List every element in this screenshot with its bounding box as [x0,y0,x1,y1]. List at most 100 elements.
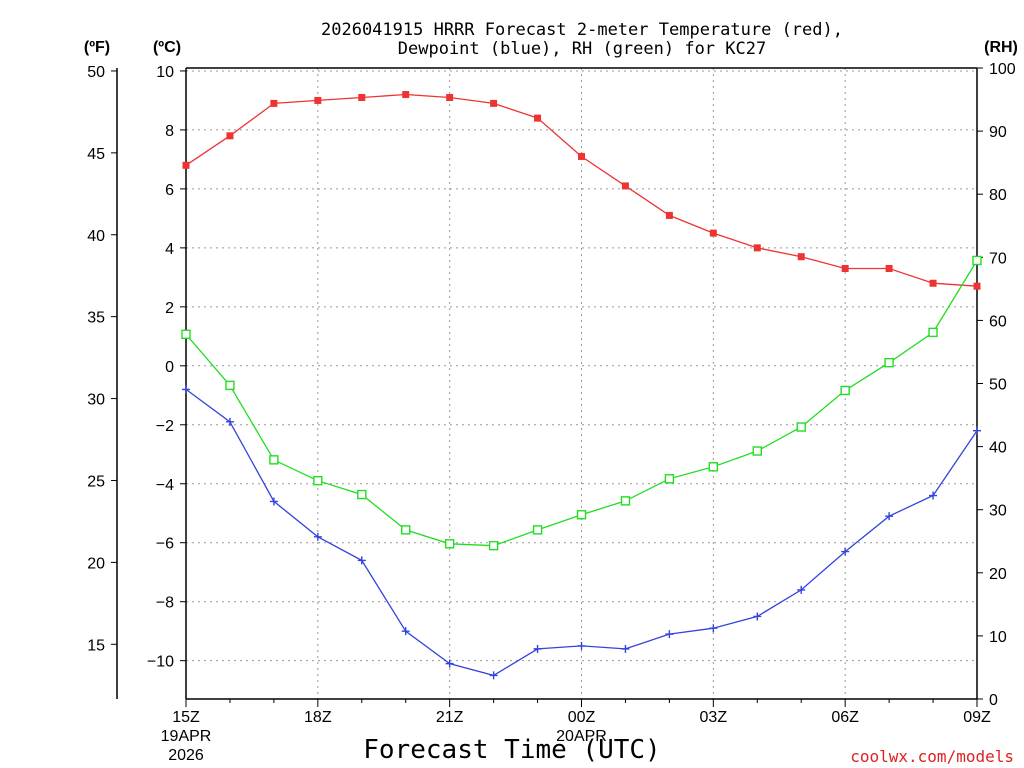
rh-point [620,496,631,506]
dewpoint-point [797,585,806,594]
temperature-point [665,211,673,219]
dewpoint-point [973,426,981,435]
temperature-point [534,114,542,122]
rh-tick-label: 60 [989,313,1007,330]
rh-point [752,446,762,456]
rh-tick-label: 50 [989,377,1007,394]
temperature-point [709,229,717,237]
rh-unit-label: (RH) [984,39,1018,56]
grid-lines [186,68,977,699]
chart-title-line-1: 2026041915 HRRR Forecast 2-meter Tempera… [321,20,843,40]
x-tick-label: 00Z [568,709,596,726]
fahrenheit-tick-label: 15 [87,637,105,654]
celsius-tick-label: 10 [156,64,174,81]
x-tick-label: 09Z [963,709,991,726]
celsius-tick-label: −4 [156,477,174,494]
rh-tick-label: 70 [989,250,1007,267]
celsius-tick-label: 6 [165,182,174,199]
rh-point [796,422,806,432]
temperature-point [885,265,893,273]
x-tick-year: 2026 [168,747,204,764]
dewpoint-point [929,491,938,500]
fahrenheit-unit-label: (ºF) [84,39,110,56]
temperature-point [797,253,805,261]
celsius-tick-label: 8 [165,123,174,140]
axes: 1086420−2−4−6−8−105045403530252015100908… [87,61,1016,764]
rh-point [444,539,455,549]
fahrenheit-tick-label: 20 [87,555,105,572]
x-tick-label: 06Z [831,709,859,726]
temperature-series [182,91,981,290]
credit-text[interactable]: coolwx.com/models [850,747,1014,766]
celsius-tick-label: 2 [165,300,174,317]
celsius-tick-label: 4 [165,241,174,258]
dewpoint-point [841,547,850,556]
temperature-point [753,244,761,252]
fahrenheit-tick-label: 45 [87,146,105,163]
celsius-tick-label: −2 [156,418,174,435]
rh-tick-label: 20 [989,566,1007,583]
rh-tick-label: 100 [989,61,1016,78]
temperature-point [446,93,454,101]
dewpoint-point [577,641,586,650]
chart-title-line-2: Dewpoint (blue), RH (green) for KC27 [398,39,766,59]
temperature-point [490,99,498,107]
rh-tick-label: 0 [989,692,998,709]
rh-point [269,455,279,465]
temperature-point [402,91,410,99]
fahrenheit-tick-label: 35 [87,310,105,327]
temperature-point [358,93,366,101]
rh-point [664,474,675,484]
dewpoint-point [269,497,278,506]
rh-tick-label: 30 [989,503,1007,520]
temperature-point [929,279,937,287]
rh-point [313,475,323,486]
rh-point [225,380,235,391]
rh-point [708,462,719,472]
celsius-tick-label: −8 [156,595,174,612]
rh-series [181,255,982,551]
rh-point [884,357,894,368]
temperature-point [182,161,190,169]
dewpoint-point [753,612,762,621]
rh-point [357,489,367,500]
temperature-point [314,96,322,104]
dewpoint-point [709,624,718,633]
rh-tick-label: 90 [989,124,1007,141]
series-layer [181,91,982,680]
x-tick-date: 20APR [556,728,607,745]
dewpoint-point [533,644,542,653]
x-axis-label: Forecast Time (UTC) [363,735,660,765]
dewpoint-point [401,627,410,636]
celsius-tick-label: −10 [147,654,174,671]
dewpoint-point [357,556,366,565]
x-tick-label: 03Z [700,709,728,726]
dewpoint-series [182,385,981,680]
dewpoint-point [313,532,322,541]
dewpoint-point [665,630,674,639]
rh-tick-label: 10 [989,629,1007,646]
x-tick-label: 21Z [436,709,464,726]
dewpoint-point [621,644,630,653]
dewpoint-point [489,671,498,680]
rh-point [488,540,499,551]
rh-point [401,525,411,535]
rh-tick-label: 80 [989,187,1007,204]
temperature-point [578,152,585,160]
x-tick-date: 19APR [161,728,212,745]
dewpoint-point [885,512,894,521]
temperature-point [270,99,278,107]
celsius-tick-label: −6 [156,536,174,553]
dewpoint-point [225,417,234,426]
dewpoint-point [182,385,190,394]
celsius-tick-label: 0 [165,359,174,376]
temperature-point [973,282,981,290]
rh-point [576,510,587,520]
rh-point [972,255,982,266]
rh-point [928,327,938,338]
rh-point [532,525,543,535]
temperature-point [841,265,849,273]
fahrenheit-tick-label: 25 [87,473,105,490]
x-tick-label: 18Z [304,709,332,726]
